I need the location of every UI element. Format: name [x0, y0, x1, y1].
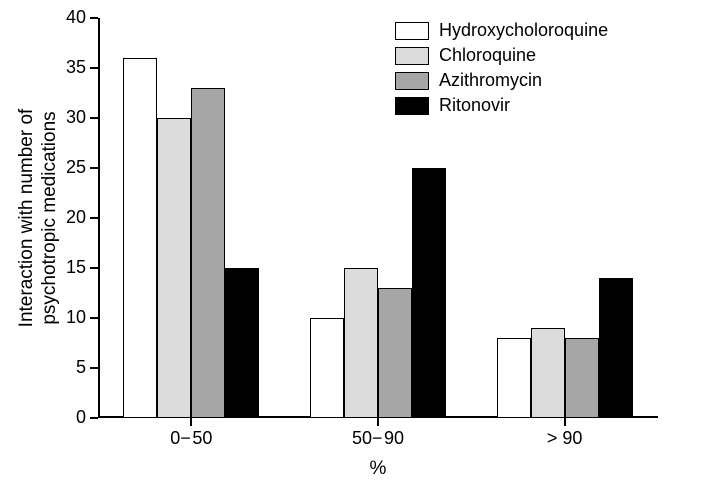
y-tick [90, 217, 98, 219]
legend-item: Azithromycin [395, 70, 608, 91]
legend-item: Hydroxycholoroquine [395, 20, 608, 41]
legend-swatch [395, 22, 429, 40]
y-tick-label: 10 [48, 307, 86, 328]
y-tick [90, 67, 98, 69]
chart-container: Interaction with number of psychotropic … [0, 0, 703, 500]
legend-item: Ritonovir [395, 95, 608, 116]
bar [565, 338, 599, 418]
bar [599, 278, 633, 418]
y-tick-label: 0 [48, 407, 86, 428]
legend-swatch [395, 72, 429, 90]
bar [378, 288, 412, 418]
legend-item: Chloroquine [395, 45, 608, 66]
legend-label: Hydroxycholoroquine [439, 20, 608, 41]
x-axis-label: % [358, 458, 398, 480]
y-tick [90, 17, 98, 19]
y-tick [90, 167, 98, 169]
x-tick [190, 418, 192, 426]
bar [531, 328, 565, 418]
y-tick [90, 317, 98, 319]
y-tick [90, 417, 98, 419]
y-tick-label: 15 [48, 257, 86, 278]
legend-label: Azithromycin [439, 70, 542, 91]
bar [123, 58, 157, 418]
bar [412, 168, 446, 418]
x-tick [564, 418, 566, 426]
legend-label: Ritonovir [439, 95, 510, 116]
y-tick-label: 30 [48, 107, 86, 128]
x-tick-label: 50− 90 [318, 428, 438, 449]
y-tick-label: 25 [48, 157, 86, 178]
x-tick-label: 0− 50 [131, 428, 251, 449]
bar [191, 88, 225, 418]
y-tick-label: 5 [48, 357, 86, 378]
y-tick-label: 20 [48, 207, 86, 228]
x-tick-label: > 90 [505, 428, 625, 449]
bar [344, 268, 378, 418]
y-tick-label: 40 [48, 7, 86, 28]
y-tick-label: 35 [48, 57, 86, 78]
y-tick [90, 117, 98, 119]
bar [225, 268, 259, 418]
y-tick [90, 367, 98, 369]
legend: Hydroxycholoroquine Chloroquine Azithromyc… [395, 20, 608, 120]
bar [310, 318, 344, 418]
bar [157, 118, 191, 418]
y-tick [90, 267, 98, 269]
legend-swatch [395, 47, 429, 65]
x-tick [377, 418, 379, 426]
bar [497, 338, 531, 418]
legend-label: Chloroquine [439, 45, 536, 66]
legend-swatch [395, 97, 429, 115]
